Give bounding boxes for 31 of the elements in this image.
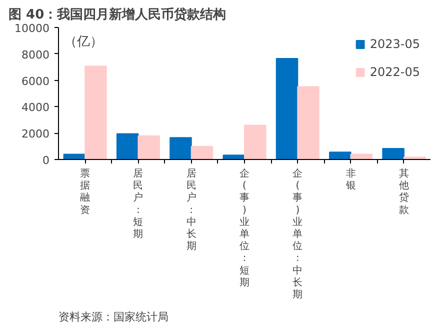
- x-tick-label: 居民户:短期: [133, 168, 144, 240]
- bar: [276, 58, 298, 160]
- legend-label: 2022-05: [370, 65, 420, 79]
- text: 资料来源：国家统计局: [58, 310, 168, 324]
- bar: [222, 154, 245, 160]
- bar: [190, 146, 214, 160]
- y-tick-label: 2000: [22, 128, 50, 141]
- bar: [138, 135, 160, 160]
- bar: [84, 66, 107, 160]
- x-tick-label: 其他贷款: [398, 168, 409, 216]
- legend-label: 2023-05: [370, 37, 420, 51]
- chart-title: 图 40：我国四月新增人民币贷款结构: [8, 6, 226, 22]
- bar: [297, 86, 320, 160]
- y-tick-label: 10000: [14, 22, 50, 35]
- x-tick-label: 居民户:中长期: [186, 168, 196, 252]
- y-axis-title: （亿）: [64, 34, 103, 50]
- bar: [350, 154, 373, 160]
- bar: [329, 152, 352, 160]
- category-label: 企(事)业单位:中长期: [292, 168, 303, 300]
- x-tick-label: 票据融资: [80, 168, 90, 216]
- category-label: 企(事)业单位:短期: [240, 168, 250, 288]
- y-tick-label: 0: [42, 154, 50, 167]
- bar: [244, 124, 266, 160]
- y-tick-label: 8000: [22, 48, 50, 62]
- x-tick-label: 非银: [344, 168, 356, 192]
- bar: [382, 148, 404, 160]
- bar: [63, 154, 86, 160]
- bar: [170, 137, 192, 160]
- y-tick-label: 6000: [22, 74, 50, 88]
- y-tick-label: 4000: [22, 101, 50, 114]
- bar: [116, 133, 139, 160]
